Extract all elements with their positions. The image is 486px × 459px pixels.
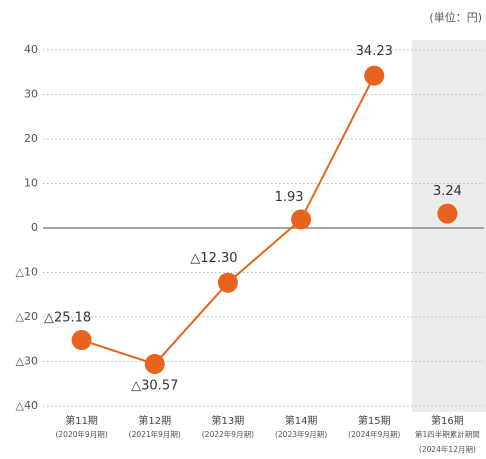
marker bbox=[144, 354, 165, 375]
x-tick-label: 第12期 bbox=[138, 414, 171, 427]
x-tick-label: (2022年9月期) bbox=[202, 429, 254, 439]
y-tick-label: △10 bbox=[16, 266, 38, 279]
y-tick-label: 0 bbox=[31, 221, 38, 234]
x-tick-label: (2020年9月期) bbox=[55, 429, 107, 439]
x-tick-label: 第13期 bbox=[212, 414, 245, 427]
x-tick-label: 第15期 bbox=[358, 414, 391, 427]
marker bbox=[437, 203, 458, 224]
x-tick-label: 第11期 bbox=[65, 414, 98, 427]
x-tick-label: (2021年9月期) bbox=[129, 429, 181, 439]
marker bbox=[364, 65, 385, 86]
shaded-band bbox=[412, 40, 486, 412]
y-tick-label: 30 bbox=[24, 88, 38, 101]
x-tick-label: 第14期 bbox=[285, 414, 318, 427]
y-tick-label: △20 bbox=[16, 310, 38, 323]
y-tick-label: 20 bbox=[24, 132, 38, 145]
x-tick-label: 第16期 bbox=[431, 414, 464, 427]
y-tick-label: △30 bbox=[16, 355, 38, 368]
unit-label: (単位：円) bbox=[429, 10, 482, 24]
value-label: △12.30 bbox=[190, 251, 237, 266]
line bbox=[81, 75, 376, 366]
y-tick-label: △40 bbox=[16, 399, 38, 412]
value-label: △25.18 bbox=[44, 311, 91, 326]
x-tick-label: 第1四半期累計期間 bbox=[415, 429, 480, 439]
value-label: △30.57 bbox=[131, 379, 178, 394]
marker bbox=[71, 330, 92, 351]
value-label: 3.24 bbox=[433, 184, 462, 199]
y-tick-label: 40 bbox=[24, 43, 38, 56]
value-label: 34.23 bbox=[356, 44, 393, 59]
value-label: 1.93 bbox=[275, 190, 304, 205]
x-tick-label: (2023年9月期) bbox=[275, 429, 327, 439]
y-tick-label: 10 bbox=[24, 177, 38, 190]
x-tick-label: (2024年9月期) bbox=[348, 429, 400, 439]
x-tick-label: (2024年12月期) bbox=[419, 444, 476, 454]
marker bbox=[217, 272, 238, 293]
marker bbox=[291, 209, 312, 230]
